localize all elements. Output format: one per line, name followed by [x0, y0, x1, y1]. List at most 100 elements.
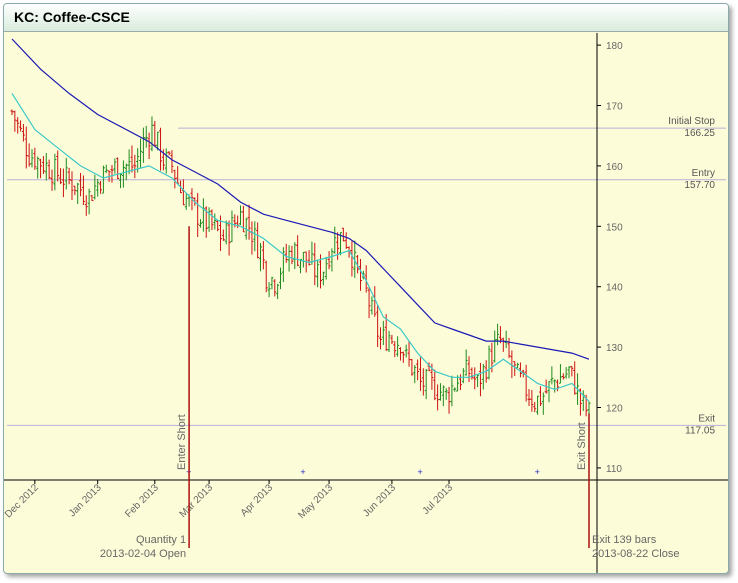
- price-bar: [247, 204, 251, 240]
- price-bar: [407, 341, 411, 367]
- price-bar: [553, 379, 557, 393]
- price-bar: [464, 349, 468, 376]
- price-bar: [27, 143, 31, 167]
- price-bar: [453, 387, 457, 392]
- price-bar: [438, 383, 442, 401]
- price-bar: [287, 245, 291, 272]
- price-bar: [139, 138, 143, 168]
- x-tick-label: Feb 2013: [123, 482, 161, 520]
- x-tick-label: Jul 2013: [421, 482, 456, 517]
- y-tick-label: 130: [606, 343, 623, 354]
- price-bar: [401, 351, 405, 363]
- price-bars: [10, 109, 591, 420]
- price-bar: [573, 361, 577, 395]
- y-tick-label: 150: [606, 222, 623, 233]
- price-bar: [284, 243, 288, 263]
- exit-date-label: 2013-08-22 Close: [592, 548, 679, 560]
- price-bar: [550, 366, 554, 385]
- price-bar: [270, 276, 274, 290]
- x-tick-label: Apr 2013: [239, 482, 276, 519]
- price-bar: [436, 384, 440, 411]
- price-bar: [261, 241, 265, 270]
- y-tick-label: 180: [606, 41, 623, 52]
- price-bar: [39, 158, 43, 179]
- price-bar: [221, 229, 225, 241]
- price-bar: [358, 258, 362, 291]
- price-bar: [461, 368, 465, 384]
- price-bar: [133, 154, 137, 179]
- marker-plus: +: [300, 467, 305, 477]
- price-bar: [441, 385, 445, 407]
- price-bar: [427, 362, 431, 372]
- price-bar: [333, 226, 337, 254]
- price-bar: [416, 359, 420, 381]
- x-tick-label: Jan 2013: [67, 482, 104, 519]
- price-bar: [19, 120, 23, 132]
- price-bar: [184, 193, 188, 210]
- price-bar: [570, 365, 574, 377]
- price-bar: [296, 235, 300, 267]
- marker-plus: +: [417, 467, 422, 477]
- price-bar: [487, 345, 491, 380]
- price-chart[interactable]: Initial Stop166.25Entry157.70Exit117.05 …: [4, 4, 728, 573]
- price-bar: [173, 169, 177, 189]
- price-bar: [216, 220, 220, 232]
- price-bar: [147, 132, 151, 160]
- price-bar: [279, 267, 283, 290]
- price-bar: [70, 171, 74, 201]
- price-bar: [227, 220, 231, 256]
- price-bar: [73, 185, 77, 196]
- price-bar: [290, 245, 294, 265]
- trade-annotations: Enter Short Exit Short Quantity 1 2013-02-0…: [100, 226, 679, 560]
- x-tick-label: Mar 2013: [178, 482, 216, 520]
- y-tick-label: 110: [606, 464, 622, 475]
- price-bar: [50, 169, 54, 191]
- price-bar: [493, 330, 497, 363]
- price-bar: [344, 232, 348, 249]
- price-bar: [473, 367, 477, 390]
- price-bar: [350, 241, 354, 277]
- price-bar: [96, 178, 100, 197]
- price-bar: [167, 151, 171, 156]
- price-bar: [116, 157, 120, 180]
- price-bar: [199, 219, 203, 228]
- level-value: 166.25: [684, 128, 715, 139]
- price-bar: [507, 337, 511, 359]
- price-bar: [316, 259, 320, 288]
- price-bar: [336, 232, 340, 260]
- price-bar: [384, 314, 388, 351]
- price-bar: [210, 209, 214, 230]
- price-bar: [99, 180, 103, 194]
- price-bar: [101, 165, 105, 194]
- price-bar: [13, 110, 17, 132]
- price-bar: [256, 222, 260, 259]
- level-label: Entry: [692, 168, 715, 179]
- price-bar: [59, 168, 63, 185]
- price-bar: [156, 131, 160, 151]
- moving-averages: [11, 38, 590, 402]
- price-bar: [121, 160, 125, 188]
- price-bar: [421, 368, 425, 396]
- price-bar: [84, 195, 88, 216]
- price-bar: [61, 168, 65, 198]
- price-bar: [64, 157, 68, 190]
- price-bar: [47, 159, 51, 179]
- price-bar: [196, 193, 200, 237]
- price-bar: [433, 369, 437, 401]
- y-tick-label: 120: [606, 404, 623, 415]
- x-tick-label: Dec 2012: [4, 482, 41, 520]
- price-bar: [93, 174, 97, 200]
- price-bar: [418, 357, 422, 391]
- price-bar: [364, 265, 368, 293]
- price-bar: [527, 389, 531, 406]
- price-bar: [567, 366, 571, 379]
- price-bar: [481, 364, 485, 390]
- y-tick-label: 170: [606, 101, 623, 112]
- price-bar: [299, 258, 302, 274]
- price-bar: [56, 150, 60, 182]
- moving-average-fast: [11, 93, 590, 402]
- price-bar: [44, 153, 48, 181]
- price-bar: [476, 374, 480, 388]
- price-bar: [538, 386, 542, 406]
- price-bar: [176, 166, 180, 185]
